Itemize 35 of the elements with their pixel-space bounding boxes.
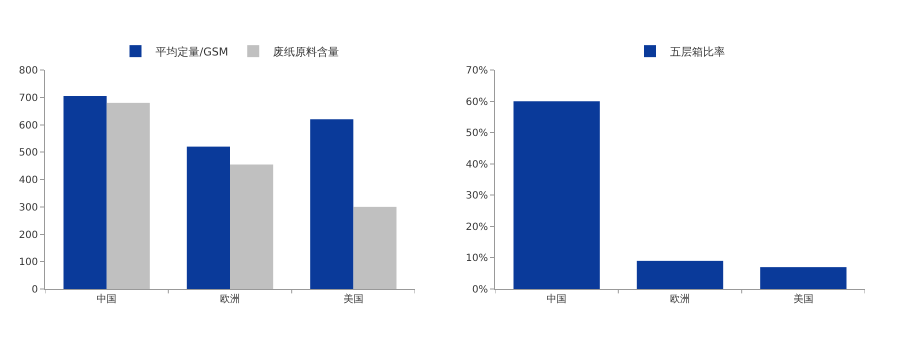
y-tick-label: 0% xyxy=(472,284,488,296)
bar xyxy=(64,96,107,289)
y-tick-label: 300 xyxy=(18,202,38,214)
bar xyxy=(353,206,396,289)
y-tick-label: 500 xyxy=(18,148,38,159)
y-tick-label: 100 xyxy=(18,257,38,268)
bar xyxy=(514,101,600,289)
x-tick-label: 中国 xyxy=(546,293,567,305)
legend-label: 废纸原料含量 xyxy=(273,45,340,58)
y-tick-label: 40% xyxy=(466,159,488,170)
x-tick-label: 欧洲 xyxy=(220,293,240,305)
y-tick-label: 700 xyxy=(18,92,38,104)
y-tick-label: 70% xyxy=(466,66,488,76)
y-tick-label: 0 xyxy=(32,284,38,296)
legend-label: 五层箱比率 xyxy=(670,45,725,58)
bar xyxy=(230,164,274,289)
x-tick-label: 美国 xyxy=(343,293,364,305)
y-tick-label: 200 xyxy=(18,230,38,241)
x-tick-label: 中国 xyxy=(96,293,117,305)
y-tick-label: 60% xyxy=(466,96,488,108)
x-tick-label: 美国 xyxy=(793,293,814,305)
y-tick-label: 30% xyxy=(466,190,488,202)
y-tick-label: 600 xyxy=(18,120,38,132)
bar xyxy=(186,146,230,289)
y-tick-label: 400 xyxy=(18,175,38,186)
bar xyxy=(310,119,354,289)
y-tick-label: 10% xyxy=(466,253,488,264)
legend-label: 平均定量/GSM xyxy=(156,45,228,58)
y-tick-label: 50% xyxy=(466,128,488,140)
bar xyxy=(636,260,724,289)
y-tick-label: 20% xyxy=(466,222,488,233)
bar xyxy=(760,267,846,289)
y-tick-label: 800 xyxy=(18,66,38,76)
bar xyxy=(106,102,150,289)
x-tick-label: 欧洲 xyxy=(670,293,690,305)
